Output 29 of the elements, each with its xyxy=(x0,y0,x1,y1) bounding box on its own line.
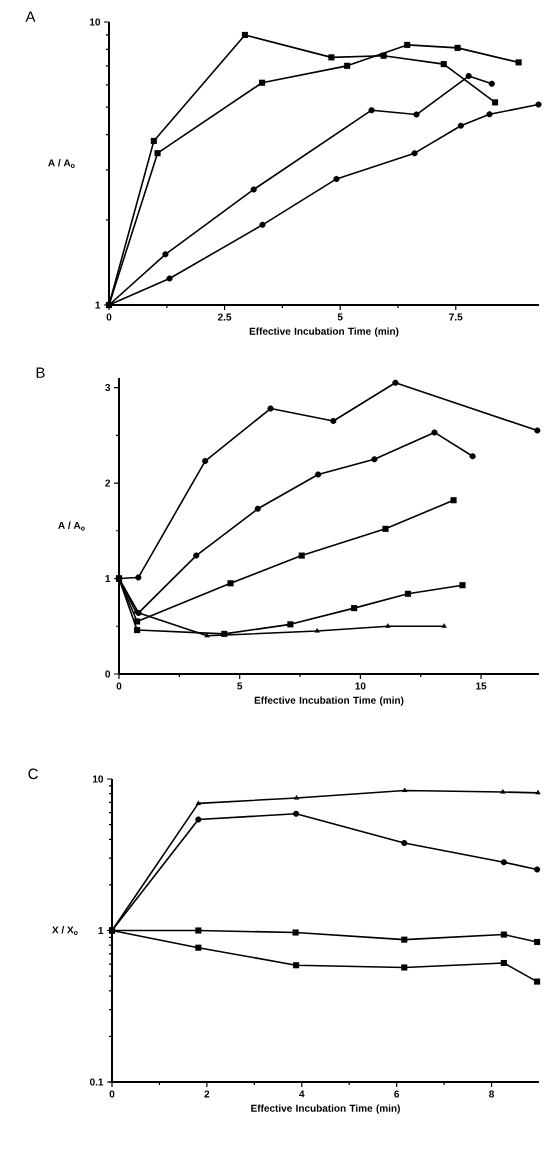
chart-title: C xyxy=(28,768,38,780)
x-tick-label: 5 xyxy=(237,682,243,690)
x-axis-title: Effective Incubation Time (min) xyxy=(249,327,399,337)
y-tick-label: 1 xyxy=(98,927,104,934)
y-axis-title: A / A$_{o}$ xyxy=(58,521,85,531)
y-tick-label: 10 xyxy=(92,775,104,783)
x-tick-label: 7.5 xyxy=(449,313,463,321)
x-tick-label: 4 xyxy=(299,1090,305,1098)
x-axis-title: Effective Incubation Time (min) xyxy=(254,696,404,706)
y-tick-label: 0 xyxy=(105,670,111,678)
y-tick-label: 10 xyxy=(89,18,101,26)
y-tick-label: 2 xyxy=(105,479,111,487)
y-tick-label: 1 xyxy=(95,301,101,309)
x-tick-label: 2 xyxy=(204,1090,210,1098)
x-axis-title: Effective Incubation Time (min) xyxy=(251,1104,400,1114)
x-tick-label: 10 xyxy=(355,682,366,690)
x-tick-label: 6 xyxy=(394,1090,400,1098)
x-tick-label: 8 xyxy=(489,1090,495,1098)
y-axis-title: A / A$_{o}$ xyxy=(48,159,75,168)
chart-title: B xyxy=(36,367,45,378)
y-axis-title: X / X$_{o}$ xyxy=(52,926,78,935)
y-tick-label: 3 xyxy=(105,384,111,392)
y-tick-label: 0.1 xyxy=(89,1078,104,1086)
x-tick-label: 15 xyxy=(476,682,487,690)
x-tick-label: 5 xyxy=(337,313,343,321)
x-tick-label: 2.5 xyxy=(217,313,232,321)
x-tick-label: 0 xyxy=(116,682,122,690)
chart-title: A xyxy=(25,11,36,22)
y-tick-label: 1 xyxy=(105,575,111,582)
